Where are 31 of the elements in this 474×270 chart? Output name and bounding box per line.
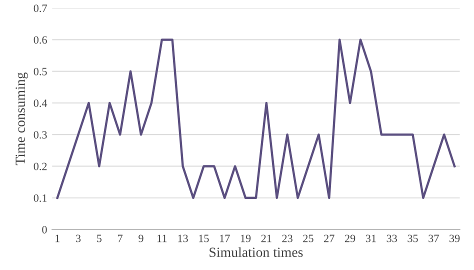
x-tick-label: 39 [450, 234, 460, 242]
y-tick-label: 0.1 [34, 194, 47, 202]
x-tick-label: 35 [408, 234, 418, 242]
x-tick-label: 29 [344, 234, 356, 242]
x-tick-label: 3 [76, 234, 81, 242]
x-tick-label: 31 [366, 234, 376, 242]
y-tick-label: 0.7 [34, 4, 47, 12]
y-tick-label: 0.5 [34, 68, 47, 76]
y-tick-label: 0.6 [34, 36, 47, 44]
x-axis-title: Simulation times [210, 247, 303, 257]
y-tick-label: 0 [42, 226, 47, 234]
line-series [56, 38, 456, 199]
x-tick-label: 37 [428, 234, 439, 242]
x-tick-label: 23 [282, 234, 292, 242]
x-tick-label: 33 [386, 234, 397, 242]
x-tick-label: 19 [240, 234, 251, 242]
x-tick-label: 17 [220, 234, 230, 242]
x-tick-label: 21 [261, 234, 272, 242]
x-tick-label: 9 [138, 234, 144, 242]
y-tick-label: 0.4 [34, 99, 48, 107]
x-tick-label: 7 [118, 234, 123, 242]
x-tick-label: 1 [56, 234, 60, 242]
x-tick-label: 15 [199, 234, 209, 242]
y-tick-label: 0.3 [34, 131, 47, 139]
x-tick-label: 13 [178, 234, 188, 242]
y-axis-title: Time consuming [16, 72, 28, 166]
x-tick-label: 27 [324, 234, 334, 242]
x-tick-label: 5 [97, 234, 102, 242]
y-tick-label: 0.2 [34, 162, 47, 170]
x-tick-label: 11 [158, 234, 167, 242]
x-tick-label: 25 [303, 234, 314, 242]
